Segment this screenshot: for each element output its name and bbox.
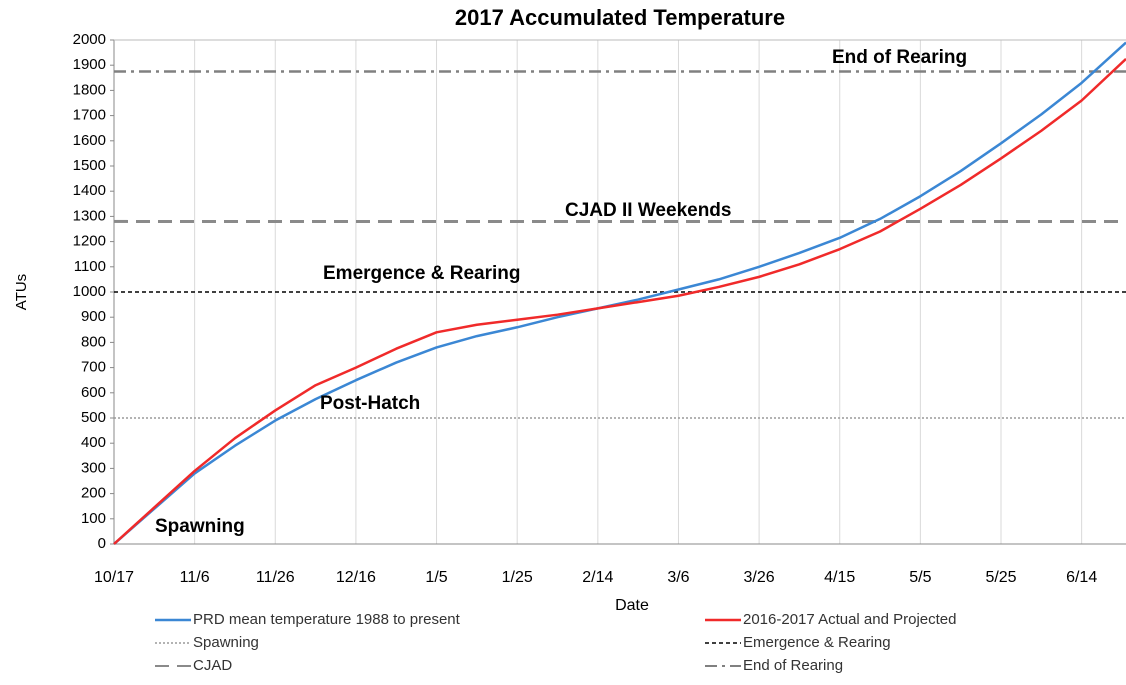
- legend-label: PRD mean temperature 1988 to present: [193, 611, 461, 628]
- y-tick-label: 1300: [73, 207, 106, 224]
- x-tick-label: 11/26: [256, 569, 295, 586]
- legend-label: Spawning: [193, 634, 259, 651]
- y-tick-label: 1100: [74, 258, 106, 275]
- y-tick-label: 1000: [73, 283, 106, 300]
- series-line: [113, 57, 1126, 545]
- annotation: Emergence & Rearing: [323, 263, 520, 284]
- y-tick-label: 200: [81, 485, 106, 502]
- x-tick-label: 10/17: [94, 569, 134, 586]
- legend-label: End of Rearing: [743, 657, 843, 674]
- y-tick-label: 0: [98, 535, 106, 552]
- y-tick-label: 1500: [73, 157, 106, 174]
- annotation: CJAD II Weekends: [565, 200, 731, 221]
- x-tick-label: 2/14: [582, 569, 613, 586]
- x-tick-label: 1/5: [425, 569, 447, 586]
- x-tick-label: 12/16: [336, 569, 376, 586]
- y-tick-label: 500: [81, 409, 106, 426]
- y-tick-label: 1600: [73, 132, 106, 149]
- y-tick-label: 1400: [73, 182, 106, 199]
- legend-label: Emergence & Rearing: [743, 634, 891, 651]
- legend-label: 2016-2017 Actual and Projected: [743, 611, 957, 628]
- x-tick-label: 3/26: [744, 569, 775, 586]
- y-tick-label: 100: [81, 510, 106, 527]
- x-axis-label: Date: [615, 597, 649, 614]
- annotation: Post-Hatch: [320, 393, 420, 414]
- y-tick-label: 800: [81, 333, 106, 350]
- x-tick-label: 6/14: [1066, 569, 1097, 586]
- x-tick-label: 4/15: [824, 569, 855, 586]
- y-tick-label: 1800: [73, 81, 106, 98]
- chart-title: 2017 Accumulated Temperature: [455, 5, 785, 30]
- series-line: [113, 41, 1126, 545]
- annotation: Spawning: [155, 516, 245, 537]
- x-tick-label: 5/25: [985, 569, 1016, 586]
- y-tick-label: 700: [81, 359, 106, 376]
- x-tick-label: 11/6: [180, 569, 210, 586]
- y-tick-label: 900: [81, 308, 106, 325]
- y-tick-label: 1200: [73, 233, 106, 250]
- annotation: End of Rearing: [832, 47, 967, 68]
- x-tick-label: 3/6: [667, 569, 689, 586]
- y-tick-label: 400: [81, 434, 106, 451]
- x-tick-label: 1/25: [502, 569, 533, 586]
- legend-label: CJAD: [193, 657, 232, 674]
- y-tick-label: 300: [81, 459, 106, 476]
- y-axis-label: ATUs: [13, 274, 30, 310]
- y-tick-label: 2000: [73, 31, 106, 48]
- x-tick-label: 5/5: [909, 569, 931, 586]
- y-tick-label: 600: [81, 384, 106, 401]
- y-tick-label: 1700: [73, 107, 106, 124]
- y-tick-label: 1900: [73, 56, 106, 73]
